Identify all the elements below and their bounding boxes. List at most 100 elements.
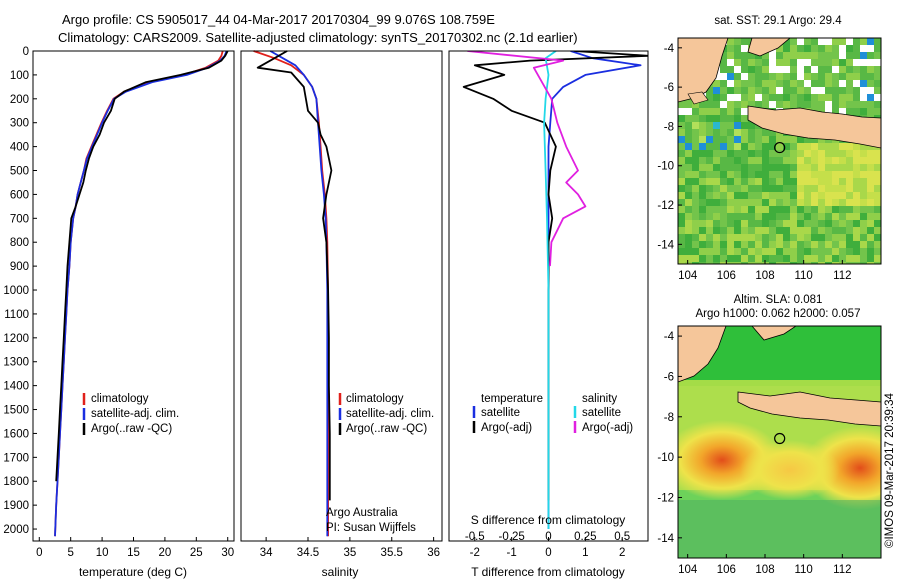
sst-cell: [818, 45, 825, 52]
sst-cell: [874, 59, 881, 66]
sst-cell: [853, 45, 860, 52]
sst-cell: [811, 220, 818, 227]
series-line-salinity-satellite: [543, 51, 557, 529]
sst-cell: [818, 150, 825, 157]
sst-cell: [853, 192, 860, 199]
sst-cell: [734, 213, 741, 220]
sst-cell: [727, 66, 734, 73]
sst-cell: [706, 206, 713, 213]
sst-cell: [755, 101, 762, 108]
sst-cell: [748, 185, 755, 192]
sst-cell: [692, 101, 699, 108]
depth-tick-label: 900: [10, 261, 29, 273]
sst-cell: [853, 73, 860, 80]
sst-cell: [818, 108, 825, 115]
argo-location-marker: [774, 141, 786, 154]
sst-cell: [734, 122, 741, 129]
sst-cell: [790, 220, 797, 227]
sst-cell: [762, 80, 769, 87]
sst-cell: [860, 192, 867, 199]
sst-cell: [706, 115, 713, 122]
sst-cell: [790, 59, 797, 66]
sst-cell: [692, 150, 699, 157]
sst-cell: [783, 171, 790, 178]
x-tick-label: 0: [36, 547, 42, 559]
sst-cell: [706, 129, 713, 136]
difference-legend: temperature satellite Argo(-adj) salinit…: [472, 393, 633, 434]
sst-cell: [811, 80, 818, 87]
sst-cell: [755, 150, 762, 157]
sst-cell: [846, 45, 853, 52]
sst-cell: [839, 150, 846, 157]
sst-cell: [692, 108, 699, 115]
sst-cell: [853, 87, 860, 94]
sst-cell: [762, 87, 769, 94]
sst-cell: [825, 38, 832, 45]
sst-cell: [804, 94, 811, 101]
sst-cell: [853, 255, 860, 262]
sst-cell: [748, 248, 755, 255]
sst-cell: [776, 227, 783, 234]
sst-cell: [846, 157, 853, 164]
sst-cell: [741, 94, 748, 101]
sst-cell: [818, 136, 825, 143]
sst-cell: [720, 262, 727, 264]
sst-cell: [685, 213, 692, 220]
sst-cell: [685, 262, 692, 264]
sst-cell: [734, 171, 741, 178]
sst-cell: [699, 241, 706, 248]
sst-cell: [720, 164, 727, 171]
lat-tick-label: -4: [664, 43, 675, 55]
sst-cell: [706, 220, 713, 227]
sst-cell: [818, 227, 825, 234]
series-line-climatology: [54, 50, 224, 537]
sst-cell: [853, 66, 860, 73]
salinity-axes-frame: [240, 50, 443, 542]
sst-cell: [713, 192, 720, 199]
sst-cell: [741, 192, 748, 199]
sst-cell: [692, 122, 699, 129]
sst-cell: [692, 241, 699, 248]
sst-cell: [727, 255, 734, 262]
sst-cell: [783, 206, 790, 213]
sst-cell: [797, 213, 804, 220]
sst-cell: [706, 241, 713, 248]
sst-cell: [832, 164, 839, 171]
sst-cell: [860, 94, 867, 101]
sst-cell: [811, 227, 818, 234]
sst-map-title: sat. SST: 29.1 Argo: 29.4: [714, 15, 842, 27]
sst-cell: [853, 59, 860, 66]
sst-cell: [818, 73, 825, 80]
sst-cell: [685, 248, 692, 255]
sst-cell: [839, 255, 846, 262]
sst-cell: [846, 164, 853, 171]
sst-cell: [832, 199, 839, 206]
sst-cell: [685, 157, 692, 164]
depth-tick-label: 200: [10, 94, 29, 106]
sst-cell: [797, 101, 804, 108]
sst-cell: [762, 192, 769, 199]
sst-map-panel: sat. SST: 29.1 Argo: 29.4 104 106 108 110 11…: [657, 15, 882, 282]
sst-cell: [867, 52, 874, 59]
s-difference-x-axis: -0.5 -0.25 0 0.25 0.5: [465, 531, 630, 543]
sst-cell: [846, 66, 853, 73]
sst-cell: [713, 248, 720, 255]
sst-cell: [720, 248, 727, 255]
sst-cell: [832, 73, 839, 80]
sst-cell: [860, 213, 867, 220]
sst-cell: [720, 241, 727, 248]
sst-cell: [797, 234, 804, 241]
sst-cell: [727, 164, 734, 171]
sst-cell: [734, 45, 741, 52]
sst-cell: [867, 241, 874, 248]
sst-cell: [769, 227, 776, 234]
sst-cell: [748, 157, 755, 164]
sst-cell: [867, 255, 874, 262]
sst-cell: [874, 171, 881, 178]
sst-cell: [867, 73, 874, 80]
sla-map-title-line1: Altim. SLA: 0.081: [734, 294, 823, 306]
sst-cell: [720, 66, 727, 73]
sst-cell: [874, 192, 881, 199]
sst-cell: [720, 73, 727, 80]
sst-cell: [713, 220, 720, 227]
